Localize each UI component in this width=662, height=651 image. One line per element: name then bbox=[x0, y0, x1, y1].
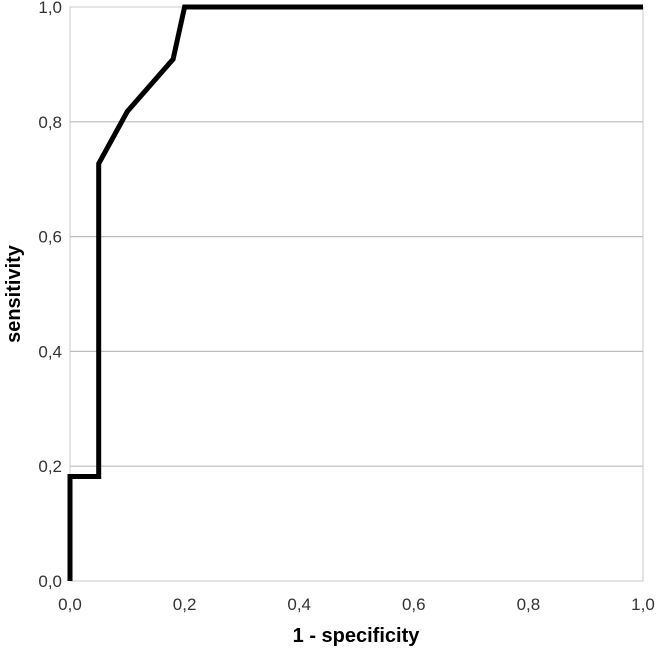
plot-area bbox=[70, 7, 643, 581]
y-axis-ticks: 0,0 0,2 0,4 0,6 0,8 1,0 bbox=[38, 0, 62, 591]
gridlines bbox=[70, 121, 643, 467]
y-tick-label: 0,2 bbox=[38, 457, 62, 476]
x-axis-ticks: 0,0 0,2 0,4 0,6 0,8 1,0 bbox=[58, 595, 655, 614]
y-tick-label: 0,0 bbox=[38, 572, 62, 591]
y-tick-label: 0,6 bbox=[38, 228, 62, 247]
x-tick-label: 0,2 bbox=[173, 595, 197, 614]
x-tick-label: 0,6 bbox=[402, 595, 426, 614]
y-tick-label: 0,8 bbox=[38, 113, 62, 132]
y-tick-label: 1,0 bbox=[38, 0, 62, 17]
roc-curve bbox=[67, 4, 643, 581]
x-tick-label: 1,0 bbox=[631, 595, 655, 614]
y-axis-title: sensitivity bbox=[3, 244, 25, 343]
x-tick-label: 0,0 bbox=[58, 595, 82, 614]
x-tick-label: 0,8 bbox=[517, 595, 541, 614]
x-axis-title: 1 - specificity bbox=[293, 625, 421, 647]
y-tick-label: 0,4 bbox=[38, 342, 62, 361]
x-tick-label: 0,4 bbox=[287, 595, 311, 614]
